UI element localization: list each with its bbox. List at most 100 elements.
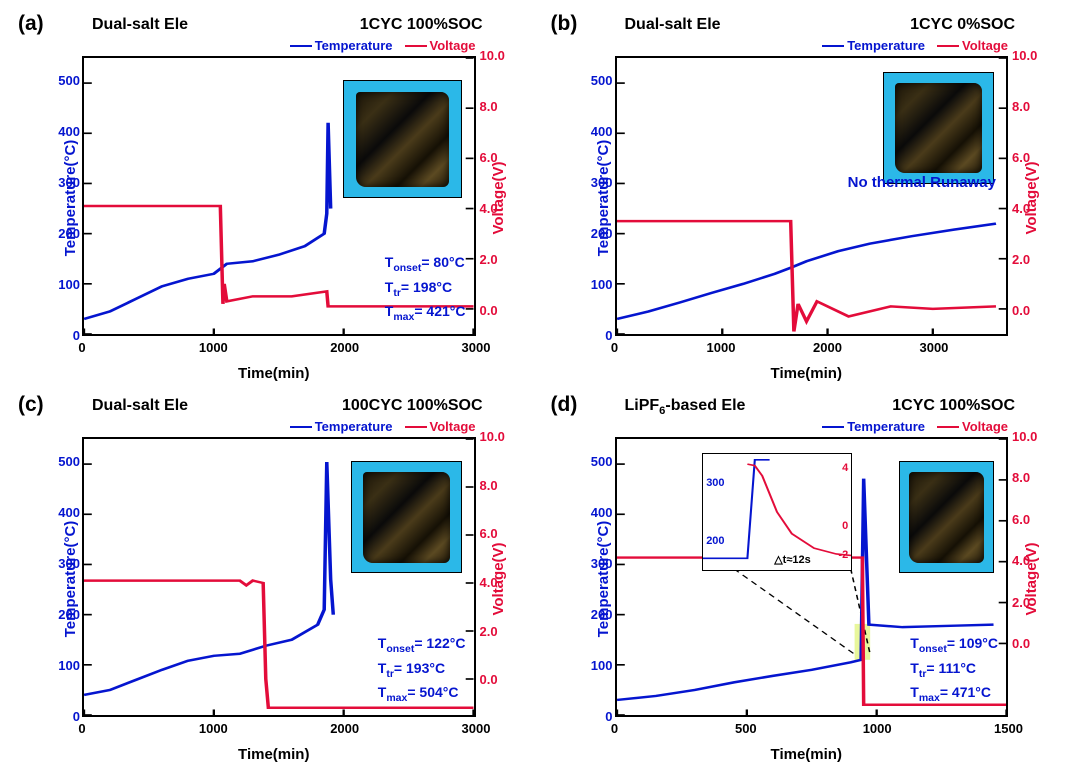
t-onset: Tonset= 122°C bbox=[378, 633, 466, 658]
burnt-cell-icon bbox=[909, 472, 984, 563]
y-tick-left: 500 bbox=[40, 73, 80, 88]
x-tick: 1500 bbox=[984, 721, 1034, 736]
y-tick-right: 6.0 bbox=[480, 526, 520, 541]
y-tick-left: 100 bbox=[40, 658, 80, 673]
y-tick-left: 300 bbox=[40, 175, 80, 190]
t-onset: Tonset= 109°C bbox=[910, 633, 998, 658]
y-tick-right: 10.0 bbox=[1012, 429, 1052, 444]
y-tick-left: 100 bbox=[40, 277, 80, 292]
temperature-line bbox=[84, 123, 331, 319]
cell-photo bbox=[351, 461, 462, 573]
y-tick-right: 2.0 bbox=[480, 252, 520, 267]
x-tick: 3000 bbox=[451, 340, 501, 355]
y-tick-left: 200 bbox=[573, 226, 613, 241]
temperature-annotations: Tonset= 122°CTtr= 193°CTmax= 504°C bbox=[378, 633, 466, 707]
legend-temperature: Temperature bbox=[290, 419, 393, 434]
x-axis-label: Time(min) bbox=[771, 365, 842, 382]
line-swatch-icon bbox=[937, 426, 959, 428]
burnt-cell-icon bbox=[363, 472, 450, 563]
y-tick-right: 6.0 bbox=[480, 150, 520, 165]
title-left: Dual-salt Ele bbox=[92, 397, 188, 415]
line-swatch-icon bbox=[405, 426, 427, 428]
inset-y-tick-right: 4 bbox=[842, 462, 848, 474]
line-swatch-icon bbox=[290, 426, 312, 428]
line-swatch-icon bbox=[822, 45, 844, 47]
y-tick-left: 200 bbox=[573, 607, 613, 622]
x-axis-label: Time(min) bbox=[238, 365, 309, 382]
legend-label: Voltage bbox=[430, 419, 476, 434]
temperature-line bbox=[84, 462, 333, 695]
line-swatch-icon bbox=[937, 45, 959, 47]
x-tick: 1000 bbox=[188, 340, 238, 355]
figure-grid: (a) Dual-salt Ele 1CYC 100%SOC Temperature V… bbox=[10, 10, 1070, 767]
legend-label: Temperature bbox=[315, 419, 393, 434]
panel-label: (c) bbox=[18, 393, 44, 417]
y-tick-left: 400 bbox=[40, 124, 80, 139]
x-tick: 3000 bbox=[451, 721, 501, 736]
legend-label: Voltage bbox=[962, 419, 1008, 434]
y-tick-right: 4.0 bbox=[1012, 201, 1052, 216]
panel-b: (b)Dual-salt Ele1CYC 0%SOCTemperatureVol… bbox=[543, 10, 1071, 386]
t-max: Tmax= 471°C bbox=[910, 682, 998, 707]
legend: Temperature Voltage bbox=[658, 38, 1009, 53]
legend-voltage: Voltage bbox=[405, 419, 476, 434]
title-right: 1CYC 100%SOC bbox=[360, 16, 483, 34]
y-tick-left: 400 bbox=[573, 124, 613, 139]
x-tick: 0 bbox=[590, 721, 640, 736]
panel-a: (a)Dual-salt Ele1CYC 100%SOCTemperatureV… bbox=[10, 10, 538, 386]
y-tick-right: 6.0 bbox=[1012, 512, 1052, 527]
y-tick-left: 400 bbox=[573, 505, 613, 520]
legend-voltage: Voltage bbox=[937, 419, 1008, 434]
y-tick-right: 0.0 bbox=[1012, 303, 1052, 318]
inset-y-tick-right: -2 bbox=[838, 549, 848, 561]
plot-area: No thermal Runaway bbox=[615, 56, 1009, 336]
y-tick-right: 8.0 bbox=[1012, 99, 1052, 114]
y-tick-left: 500 bbox=[573, 73, 613, 88]
panel-d: (d)LiPF6-based Ele1CYC 100%SOCTemperatur… bbox=[543, 391, 1071, 767]
y-tick-right: 2.0 bbox=[480, 624, 520, 639]
legend: Temperature Voltage bbox=[125, 38, 476, 53]
t-tr: Ttr= 198°C bbox=[385, 277, 466, 302]
delta-t-label: △t≈12s bbox=[774, 553, 811, 566]
t-max: Tmax= 421°C bbox=[385, 301, 466, 326]
line-swatch-icon bbox=[822, 426, 844, 428]
title-left: LiPF6-based Ele bbox=[625, 397, 746, 417]
title-right: 1CYC 0%SOC bbox=[910, 16, 1015, 34]
legend-label: Temperature bbox=[847, 38, 925, 53]
y-tick-left: 100 bbox=[573, 658, 613, 673]
temperature-annotations: Tonset= 80°CTtr= 198°CTmax= 421°C bbox=[385, 252, 466, 326]
y-tick-right: 10.0 bbox=[1012, 48, 1052, 63]
legend-temperature: Temperature bbox=[822, 38, 925, 53]
x-tick: 0 bbox=[57, 721, 107, 736]
line-swatch-icon bbox=[405, 45, 427, 47]
t-tr: Ttr= 193°C bbox=[378, 658, 466, 683]
legend-label: Temperature bbox=[847, 419, 925, 434]
legend-temperature: Temperature bbox=[290, 38, 393, 53]
x-tick: 3000 bbox=[909, 340, 959, 355]
x-tick: 2000 bbox=[802, 340, 852, 355]
y-tick-left: 200 bbox=[40, 226, 80, 241]
legend-label: Temperature bbox=[315, 38, 393, 53]
y-tick-left: 500 bbox=[40, 454, 80, 469]
legend-label: Voltage bbox=[430, 38, 476, 53]
inset-chart: 200300-204△t≈12s bbox=[702, 453, 852, 571]
y-tick-right: 10.0 bbox=[480, 429, 520, 444]
y-tick-right: 2.0 bbox=[1012, 595, 1052, 610]
line-swatch-icon bbox=[290, 45, 312, 47]
y-axis-label-right: Voltage(V) bbox=[490, 161, 507, 234]
legend: Temperature Voltage bbox=[658, 419, 1009, 434]
inset-y-tick: 300 bbox=[706, 477, 724, 489]
legend-voltage: Voltage bbox=[937, 38, 1008, 53]
y-axis-label-right: Voltage(V) bbox=[1023, 161, 1040, 234]
panel-label: (b) bbox=[551, 12, 578, 36]
cell-photo bbox=[899, 461, 994, 573]
legend-voltage: Voltage bbox=[405, 38, 476, 53]
panel-label: (d) bbox=[551, 393, 578, 417]
panel-label: (a) bbox=[18, 12, 44, 36]
x-tick: 500 bbox=[721, 721, 771, 736]
y-tick-right: 2.0 bbox=[1012, 252, 1052, 267]
cell-photo bbox=[343, 80, 462, 198]
legend-temperature: Temperature bbox=[822, 419, 925, 434]
x-tick: 2000 bbox=[320, 721, 370, 736]
y-tick-left: 200 bbox=[40, 607, 80, 622]
